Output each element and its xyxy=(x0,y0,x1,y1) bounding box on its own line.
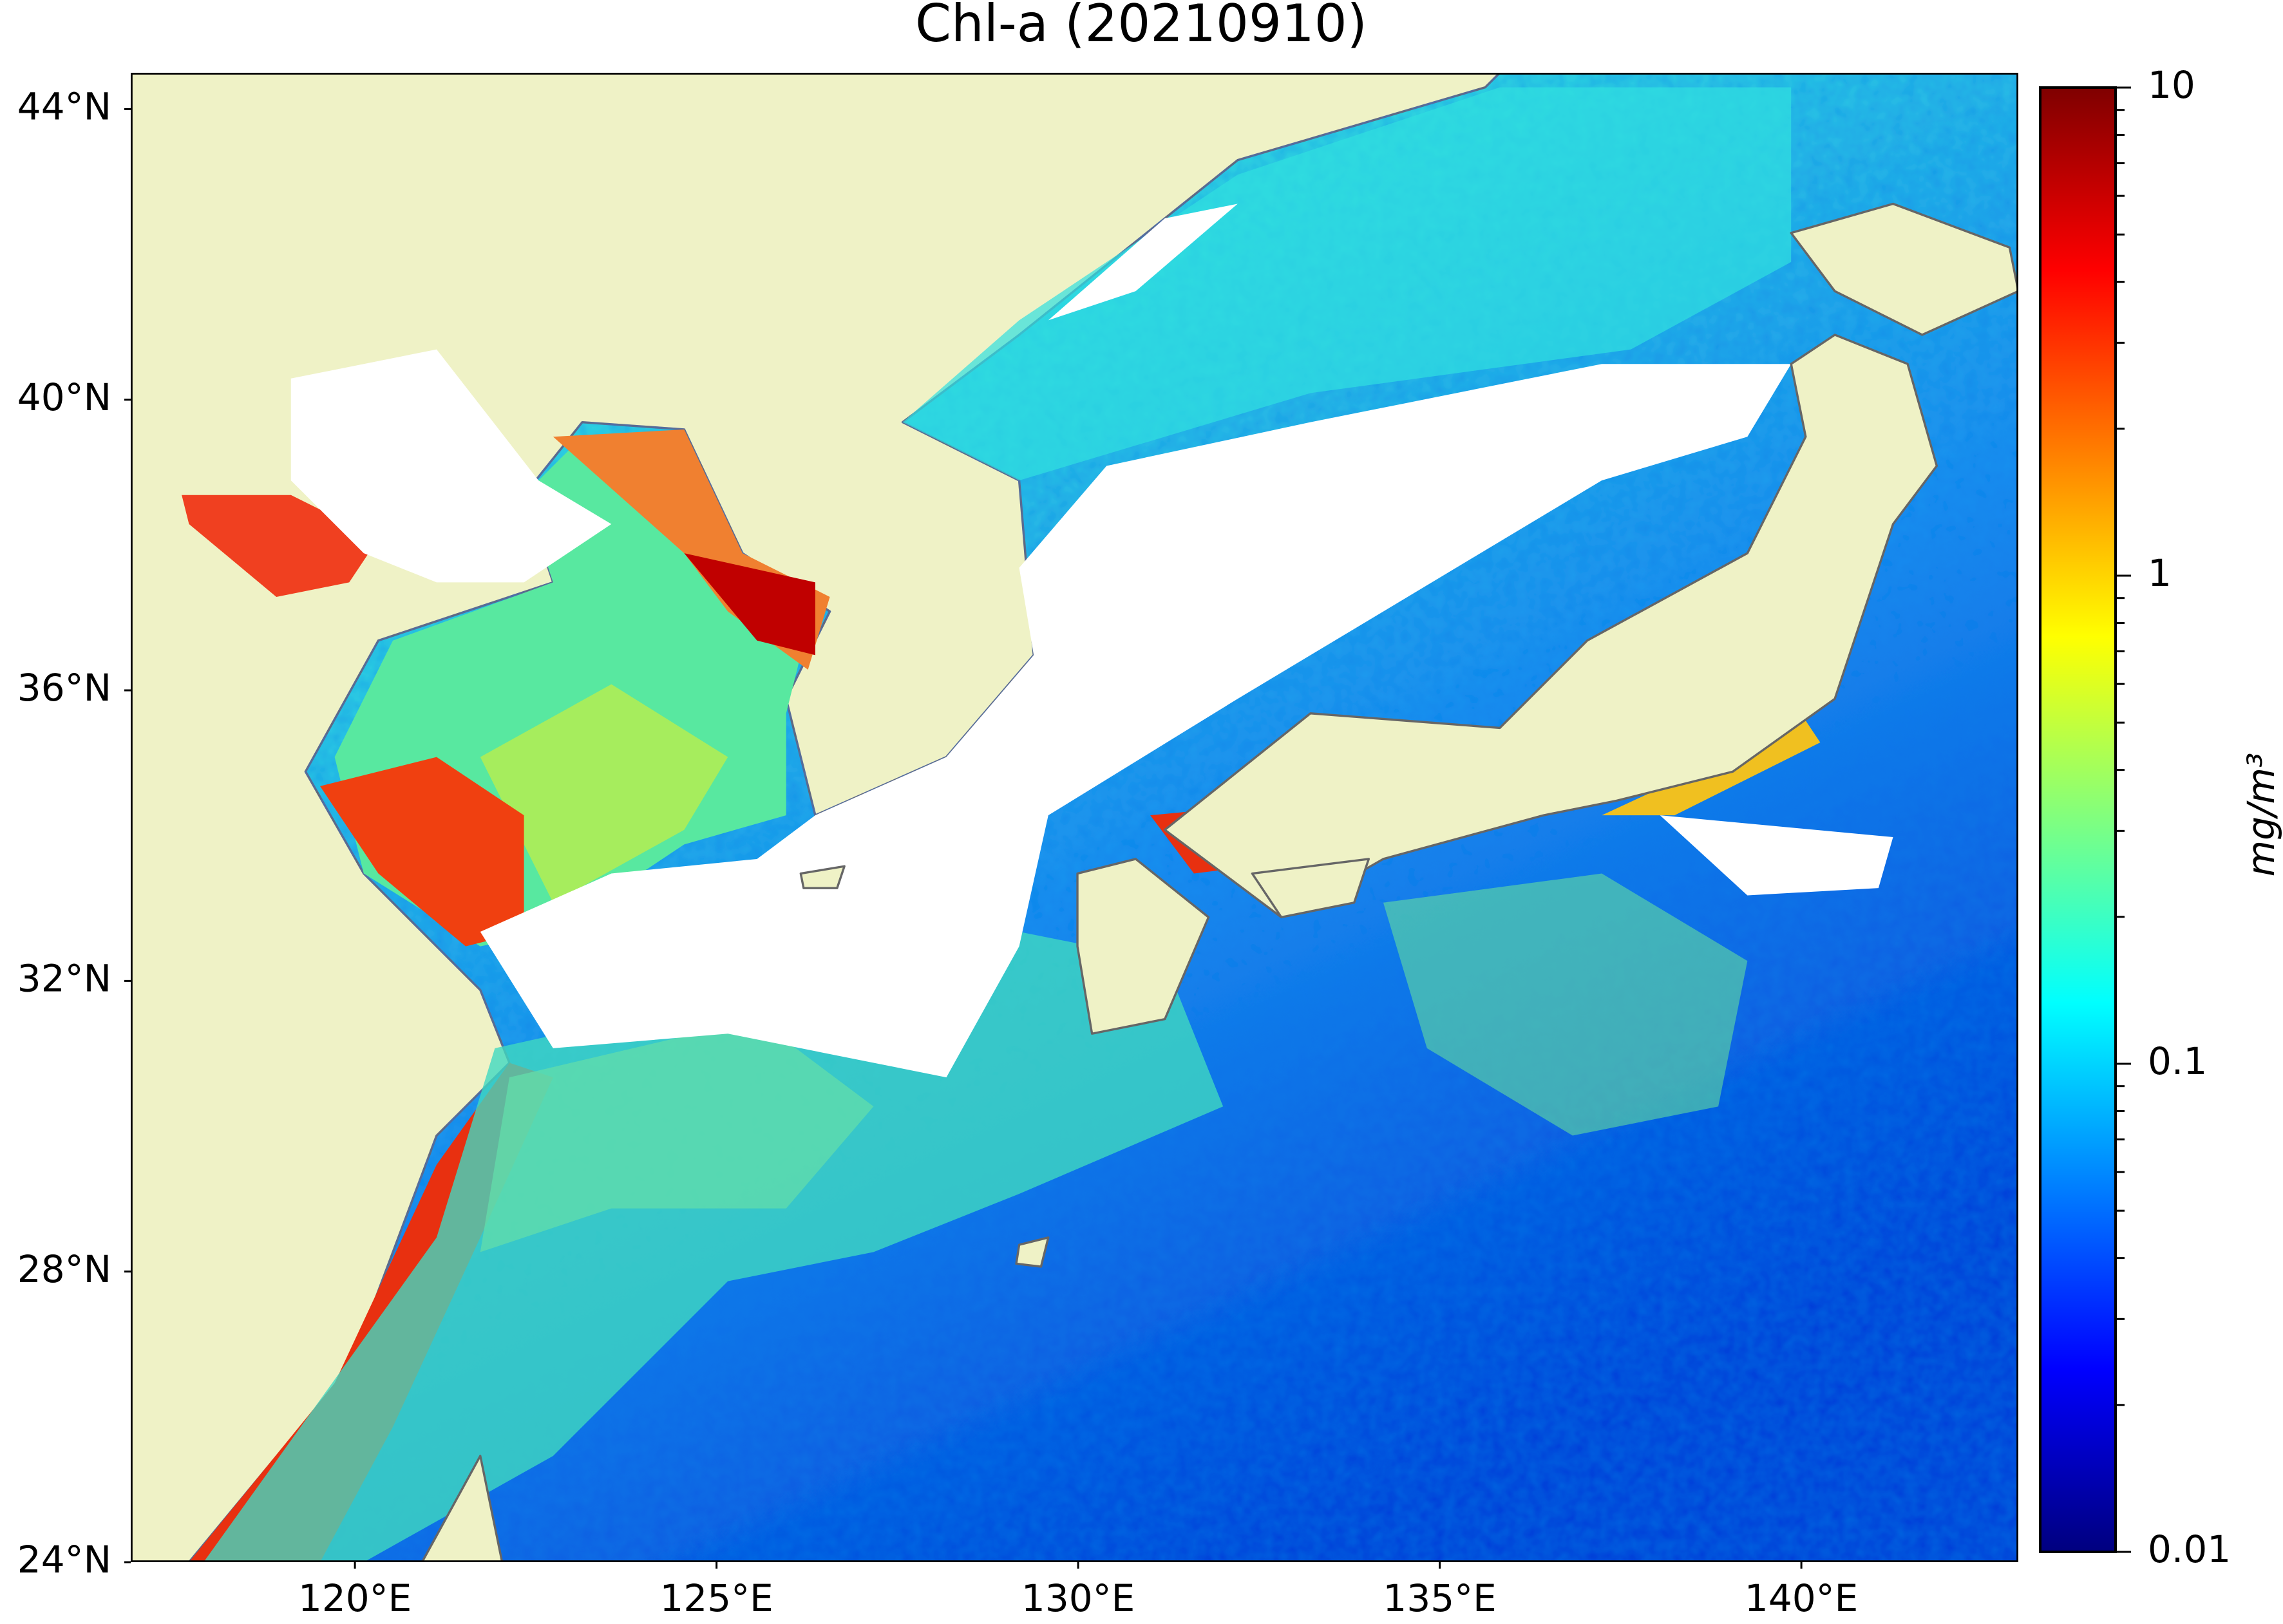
colorbar-tick-label: 0.1 xyxy=(2148,1039,2207,1083)
x-tick-label: 130°E xyxy=(1021,1576,1135,1620)
colorbar-body xyxy=(2039,86,2117,1553)
colorbar: mg/m³ xyxy=(2039,86,2283,1553)
colorbar-tick-label: 10 xyxy=(2148,63,2195,107)
y-tick-label: 32°N xyxy=(17,956,111,1000)
map-area xyxy=(131,73,2018,1562)
y-tick-label: 28°N xyxy=(17,1247,111,1291)
y-tick-label: 36°N xyxy=(17,666,111,710)
x-tick-label: 120°E xyxy=(298,1576,412,1620)
y-tick-label: 44°N xyxy=(17,85,111,129)
y-tick-label: 24°N xyxy=(17,1538,111,1582)
x-tick-label: 135°E xyxy=(1383,1576,1496,1620)
x-tick-label: 125°E xyxy=(659,1576,773,1620)
y-tick-label: 40°N xyxy=(17,375,111,419)
colorbar-tick-label: 1 xyxy=(2148,551,2172,595)
map-title: Chl-a (20210910) xyxy=(915,0,1367,53)
x-tick-label: 140°E xyxy=(1745,1576,1858,1620)
colorbar-tick-label: 0.01 xyxy=(2148,1527,2231,1571)
colorbar-label: mg/m³ xyxy=(2239,753,2283,877)
